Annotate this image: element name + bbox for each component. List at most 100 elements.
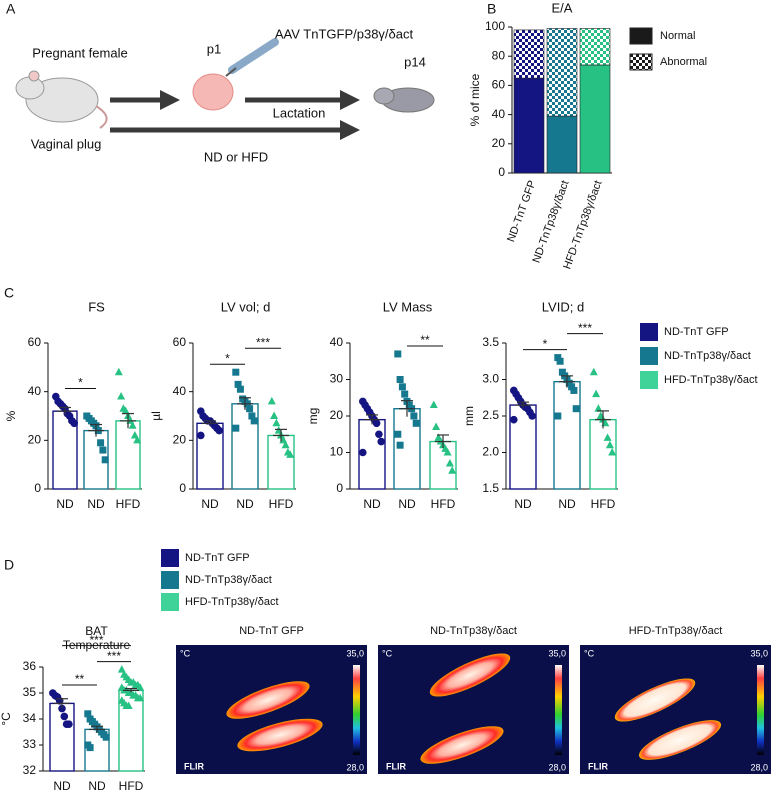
data-point [570,386,578,394]
data-point [394,350,402,358]
x-tick-label: HFD [119,779,144,793]
panel-label: A [6,1,16,17]
bar-segment [513,29,545,79]
y-axis-label: % [4,410,18,421]
y-tick-label: 40 [492,107,506,121]
legend-swatch [161,571,179,589]
data-point [405,401,413,409]
scale-max: 35,0 [548,648,566,658]
data-point [286,450,295,458]
mouse-heat [237,718,323,752]
data-point [215,426,223,435]
data-point [594,404,603,412]
data-point [372,419,381,428]
unit: °C [382,648,393,658]
panel-label: C [4,285,14,301]
y-tick-label: 100 [485,19,505,33]
chart-title: LV vol; d [221,299,271,314]
schematic-label: Lactation [273,105,326,120]
data-point [60,712,69,721]
x-tick-label: ND-TnT GFP [505,179,538,244]
data-point [375,430,383,439]
schematic-label: Vaginal plug [31,136,102,151]
chart-title: BAT [85,624,108,638]
data-point [272,418,281,427]
significance-label: *** [578,321,592,335]
data-point [234,380,242,388]
y-tick-label: 3.5 [482,335,499,349]
data-point [445,458,454,467]
schematic-label: p1 [207,41,221,56]
legend-swatch [629,27,653,45]
data-point [232,368,240,376]
data-point [250,417,258,425]
significance-label: * [225,351,230,365]
mouse-heat [638,720,722,760]
data-point [603,433,612,441]
x-tick-label: ND [53,779,71,793]
data-point [412,419,420,427]
data-point [359,448,367,457]
data-point [396,376,404,383]
y-tick-label: 40 [330,335,344,349]
legend-swatch [161,549,179,567]
significance-label: ** [420,333,430,347]
data-point [97,439,105,447]
brand: FLIR [184,761,204,771]
data-point [510,415,518,424]
y-tick-label: 2.5 [482,408,499,422]
x-tick-label: ND [363,497,381,511]
scale-min: 28,0 [750,762,768,772]
legend-label: HFD-TnTp38γ/δact [664,374,758,386]
data-point [608,448,617,456]
data-point [556,357,564,365]
y-tick-label: 60 [492,78,506,92]
data-point [114,367,123,376]
data-point [99,446,107,454]
data-point [572,405,580,413]
legend-swatch [161,593,179,611]
y-tick-label: 34 [23,711,37,725]
x-tick-label: ND [87,497,105,511]
data-point [394,430,402,438]
brand: FLIR [386,761,406,771]
y-tick-label: 36 [23,659,37,673]
x-tick-label: ND [88,779,106,793]
data-point [377,437,386,446]
y-axis-label: mg [306,408,320,425]
brand: FLIR [588,761,608,771]
data-point [197,431,205,440]
significance-label: *** [89,633,103,647]
y-tick-label: 2.0 [482,445,499,459]
legend-label: ND-TnT GFP [185,552,250,564]
y-axis-label: mm [462,406,476,426]
x-tick-label: HFD [269,497,294,511]
data-point [432,422,441,430]
data-point [248,412,256,420]
data-point [270,411,279,419]
significance-label: ** [75,672,85,686]
data-point [101,456,109,464]
schematic-label: ND or HFD [204,149,268,164]
data-point [117,665,126,673]
significance-label: * [78,376,83,390]
data-point [70,419,78,428]
x-tick-label: ND [201,497,219,511]
mean-bar [267,434,295,490]
data-point [133,435,142,444]
bar-segment [513,77,545,174]
unit: °C [180,648,191,658]
y-tick-label: 10 [330,445,344,459]
significance-label: *** [256,335,270,349]
panel-label: D [4,557,14,573]
data-point [410,412,418,420]
x-tick-label: HFD [591,497,616,511]
y-axis-label: % of mice [468,73,482,126]
mouse-heat [420,726,504,764]
scale-min: 28,0 [346,762,364,772]
color-scale [353,665,360,755]
data-point [128,421,137,429]
color-scale [757,665,764,755]
y-tick-label: 1.5 [482,481,499,495]
